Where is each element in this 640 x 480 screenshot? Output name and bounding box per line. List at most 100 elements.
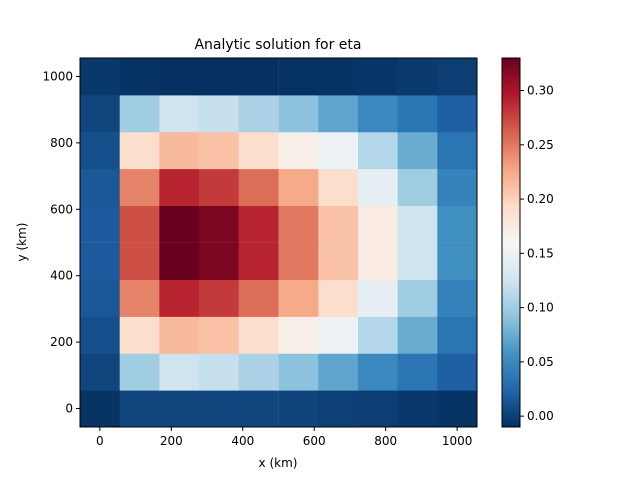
x-tick-label: 1000 (442, 434, 473, 448)
heatmap-cell (437, 94, 478, 133)
heatmap-cell (159, 390, 200, 428)
colorbar (501, 57, 521, 428)
heatmap-cell (199, 94, 240, 133)
heatmap-cell (119, 131, 160, 170)
heatmap-cell (278, 131, 319, 170)
heatmap-cell (119, 353, 160, 391)
heatmap-cell (318, 353, 359, 391)
x-tick-label: 800 (374, 434, 397, 448)
x-axis-label: x (km) (259, 456, 298, 470)
heatmap-cell (397, 205, 438, 243)
heatmap-cell (318, 168, 359, 206)
heatmap-cell (159, 316, 200, 354)
colorbar-tick-label: 0.30 (527, 84, 554, 98)
heatmap-cell (199, 242, 240, 281)
heatmap-cell (238, 131, 279, 170)
heatmap-cell (278, 94, 319, 133)
heatmap-cell (397, 131, 438, 170)
heatmap-cell (80, 205, 121, 243)
heatmap-cell (199, 353, 240, 391)
heatmap-cell (318, 94, 359, 133)
heatmap-cell (318, 131, 359, 170)
heatmap-cell (119, 316, 160, 354)
heatmap-cell (80, 131, 121, 170)
y-tick-label: 1000 (42, 69, 73, 83)
heatmap-cell (397, 353, 438, 391)
heatmap-cell (357, 58, 399, 96)
heatmap-cell (238, 353, 279, 391)
heatmap-cell (397, 316, 438, 354)
colorbar-tick-label: 0.25 (527, 138, 554, 152)
x-axis-ticks: 0 200 400 600 800 1000 (96, 427, 472, 448)
heatmap-cell (159, 94, 200, 133)
heatmap-cell (199, 58, 240, 96)
heatmap-cell (278, 242, 319, 281)
heatmap-cell (437, 205, 478, 243)
heatmap-cell (159, 168, 200, 206)
heatmap-cell (159, 205, 200, 243)
y-axis-label: y (km) (15, 223, 29, 262)
heatmap-cell (80, 390, 121, 428)
heatmap-cell (318, 205, 359, 243)
heatmap-cell (199, 279, 240, 317)
y-tick-label: 400 (50, 269, 73, 283)
heatmap-cell (159, 279, 200, 317)
heatmap-cell (159, 131, 200, 170)
heatmap-cell (318, 390, 359, 428)
heatmap-cell (238, 279, 279, 317)
heatmap-cell (357, 242, 399, 281)
heatmap-cell (278, 168, 319, 206)
chart-title: Analytic solution for eta (194, 37, 361, 53)
heatmap-cell (80, 168, 121, 206)
heatmap-cell (437, 58, 478, 96)
heatmap-cell (238, 316, 279, 354)
plot-frame (79, 57, 478, 428)
heatmap-cell (199, 131, 240, 170)
heatmap-cell (278, 205, 319, 243)
heatmap-cell (238, 168, 279, 206)
heatmap-cell (119, 390, 160, 428)
heatmap-cell (80, 316, 121, 354)
heatmap-cell (397, 58, 438, 96)
heatmap-cell (159, 58, 200, 96)
heatmap-cell (437, 242, 478, 281)
heatmap-cell (397, 279, 438, 317)
heatmap-cell (437, 168, 478, 206)
heatmap-cell (199, 316, 240, 354)
heatmap-cell (397, 168, 438, 206)
heatmap-cell (278, 390, 319, 428)
heatmap-cell (119, 279, 160, 317)
x-tick-label: 600 (303, 434, 326, 448)
heatmap-cell (278, 353, 319, 391)
heatmap-cell (238, 94, 279, 133)
heatmap-cell (238, 58, 279, 96)
heatmap-cell (238, 205, 279, 243)
heatmap-cell (278, 316, 319, 354)
heatmap-cell (357, 205, 399, 243)
heatmap-cell (199, 390, 240, 428)
heatmap-cell (199, 205, 240, 243)
colorbar-tick-label: 0.00 (527, 409, 554, 423)
x-tick-label: 400 (231, 434, 254, 448)
heatmap-cell (238, 242, 279, 281)
heatmap-cell (159, 242, 200, 281)
heatmap-cell (238, 390, 279, 428)
heatmap-cell (357, 131, 399, 170)
heatmap-cell (437, 316, 478, 354)
colorbar-tick-label: 0.05 (527, 355, 554, 369)
heatmap-cell (199, 168, 240, 206)
heatmap-cell (80, 58, 121, 96)
heatmap-cell (159, 353, 200, 391)
heatmap-cell (437, 390, 478, 428)
heatmap-cell (318, 58, 359, 96)
heatmap-cell (318, 316, 359, 354)
heatmap-cell (437, 131, 478, 170)
heatmap-cell (278, 279, 319, 317)
heatmap-cell (80, 242, 121, 281)
y-tick-label: 200 (50, 335, 73, 349)
y-tick-label: 800 (50, 136, 73, 150)
heatmap-cell (119, 58, 160, 96)
heatmap-cell (397, 94, 438, 133)
heatmap-cells (80, 58, 478, 428)
